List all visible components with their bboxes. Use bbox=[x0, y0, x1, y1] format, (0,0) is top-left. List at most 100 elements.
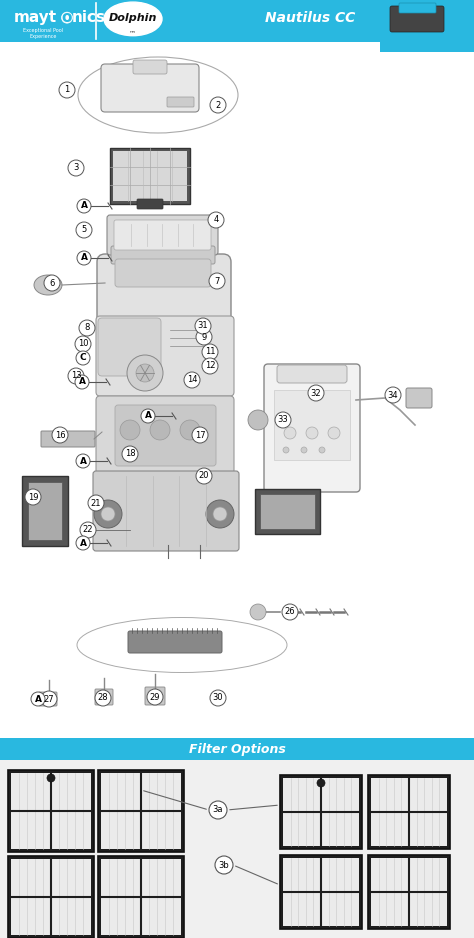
Text: 5: 5 bbox=[82, 225, 87, 234]
Circle shape bbox=[68, 160, 84, 176]
Polygon shape bbox=[255, 489, 320, 534]
Text: o: o bbox=[62, 10, 72, 25]
Text: 27: 27 bbox=[44, 694, 55, 704]
FancyBboxPatch shape bbox=[406, 388, 432, 408]
Circle shape bbox=[77, 199, 91, 213]
Circle shape bbox=[80, 522, 96, 538]
Circle shape bbox=[62, 12, 73, 23]
Text: 19: 19 bbox=[28, 492, 38, 502]
Text: A: A bbox=[81, 202, 88, 210]
FancyBboxPatch shape bbox=[283, 778, 359, 846]
Circle shape bbox=[31, 692, 45, 706]
Circle shape bbox=[76, 454, 90, 468]
Text: 28: 28 bbox=[98, 693, 109, 703]
Text: 4: 4 bbox=[213, 216, 219, 224]
Circle shape bbox=[284, 427, 296, 439]
FancyBboxPatch shape bbox=[11, 773, 91, 849]
Circle shape bbox=[76, 351, 90, 365]
Circle shape bbox=[306, 427, 318, 439]
Circle shape bbox=[44, 275, 60, 291]
Text: Exceptional Pool: Exceptional Pool bbox=[23, 28, 63, 33]
Circle shape bbox=[136, 364, 154, 382]
Circle shape bbox=[195, 318, 211, 334]
Circle shape bbox=[75, 336, 91, 352]
Circle shape bbox=[59, 82, 75, 98]
Text: 12: 12 bbox=[205, 361, 215, 371]
Circle shape bbox=[210, 97, 226, 113]
FancyBboxPatch shape bbox=[96, 396, 234, 474]
Text: C: C bbox=[80, 354, 86, 362]
FancyBboxPatch shape bbox=[133, 60, 167, 74]
Text: A: A bbox=[80, 457, 86, 465]
Circle shape bbox=[248, 410, 268, 430]
FancyBboxPatch shape bbox=[8, 770, 94, 852]
Circle shape bbox=[308, 385, 324, 401]
FancyBboxPatch shape bbox=[280, 855, 362, 929]
Text: 30: 30 bbox=[213, 693, 223, 703]
FancyBboxPatch shape bbox=[371, 858, 447, 926]
Circle shape bbox=[95, 690, 111, 706]
Circle shape bbox=[120, 420, 140, 440]
Text: A: A bbox=[80, 538, 86, 548]
Circle shape bbox=[25, 489, 41, 505]
Text: A: A bbox=[79, 377, 85, 386]
Circle shape bbox=[301, 447, 307, 453]
Circle shape bbox=[208, 212, 224, 228]
Circle shape bbox=[282, 604, 298, 620]
Circle shape bbox=[101, 507, 115, 521]
FancyBboxPatch shape bbox=[368, 775, 450, 849]
Text: mayt: mayt bbox=[14, 10, 57, 25]
Circle shape bbox=[94, 500, 122, 528]
FancyBboxPatch shape bbox=[283, 858, 359, 926]
Circle shape bbox=[150, 420, 170, 440]
Polygon shape bbox=[260, 494, 315, 529]
FancyBboxPatch shape bbox=[98, 318, 161, 376]
FancyBboxPatch shape bbox=[380, 0, 474, 52]
Text: 17: 17 bbox=[195, 431, 205, 440]
FancyBboxPatch shape bbox=[390, 6, 444, 32]
Circle shape bbox=[41, 691, 57, 707]
Text: 10: 10 bbox=[78, 340, 88, 349]
FancyBboxPatch shape bbox=[264, 364, 360, 492]
Circle shape bbox=[196, 468, 212, 484]
Text: Nautilus CC: Nautilus CC bbox=[265, 11, 355, 25]
FancyBboxPatch shape bbox=[128, 631, 222, 653]
Text: 18: 18 bbox=[125, 449, 135, 459]
Circle shape bbox=[76, 222, 92, 238]
Circle shape bbox=[47, 774, 55, 782]
Circle shape bbox=[147, 689, 163, 705]
Circle shape bbox=[250, 604, 266, 620]
Circle shape bbox=[283, 447, 289, 453]
FancyBboxPatch shape bbox=[39, 692, 57, 706]
Circle shape bbox=[319, 447, 325, 453]
FancyBboxPatch shape bbox=[277, 365, 347, 383]
Text: 13: 13 bbox=[71, 371, 82, 381]
Circle shape bbox=[52, 427, 68, 443]
Circle shape bbox=[275, 412, 291, 428]
Polygon shape bbox=[28, 482, 62, 540]
FancyBboxPatch shape bbox=[110, 148, 190, 204]
FancyBboxPatch shape bbox=[41, 431, 95, 447]
FancyBboxPatch shape bbox=[167, 97, 194, 107]
Circle shape bbox=[213, 507, 227, 521]
Text: 6: 6 bbox=[49, 279, 55, 288]
Circle shape bbox=[75, 375, 89, 389]
FancyBboxPatch shape bbox=[137, 199, 163, 209]
Text: 29: 29 bbox=[150, 692, 160, 702]
FancyBboxPatch shape bbox=[98, 856, 184, 938]
Circle shape bbox=[210, 690, 226, 706]
FancyBboxPatch shape bbox=[0, 738, 474, 760]
FancyBboxPatch shape bbox=[98, 770, 184, 852]
FancyBboxPatch shape bbox=[115, 405, 216, 466]
FancyBboxPatch shape bbox=[101, 773, 181, 849]
Polygon shape bbox=[22, 476, 68, 546]
FancyBboxPatch shape bbox=[93, 471, 239, 551]
Circle shape bbox=[317, 779, 325, 787]
Text: 21: 21 bbox=[91, 498, 101, 507]
Circle shape bbox=[88, 495, 104, 511]
FancyBboxPatch shape bbox=[101, 859, 181, 935]
Circle shape bbox=[196, 329, 212, 345]
Text: 33: 33 bbox=[278, 416, 288, 425]
Circle shape bbox=[68, 368, 84, 384]
Text: Experience: Experience bbox=[29, 35, 57, 39]
